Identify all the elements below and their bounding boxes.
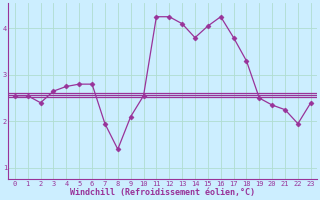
X-axis label: Windchill (Refroidissement éolien,°C): Windchill (Refroidissement éolien,°C)	[70, 188, 255, 197]
